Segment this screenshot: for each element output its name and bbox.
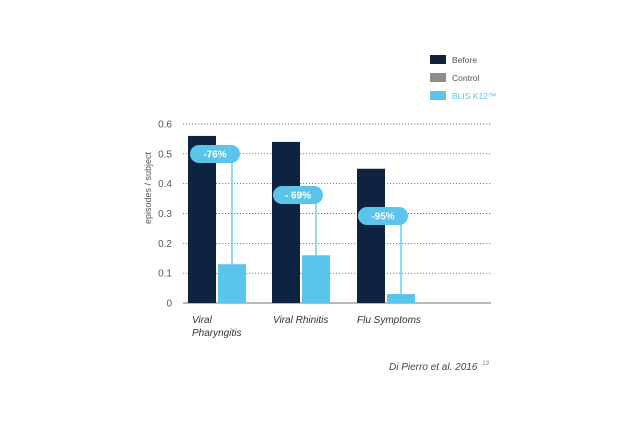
citation-superscript: 13: [482, 361, 489, 367]
y-tick-label: 0.2: [158, 239, 172, 250]
annotation-label: -76%: [203, 150, 226, 161]
bar-blis-k12: [302, 255, 330, 303]
annotation-badge: [358, 207, 408, 225]
legend-swatch: [430, 55, 446, 64]
legend-label: Control: [452, 73, 480, 83]
legend-swatch: [430, 73, 446, 82]
category-label-line: Pharyngitis: [192, 328, 241, 339]
y-tick-labels: 0 0.1 0.2 0.3 0.4 0.5 0.6: [158, 120, 172, 310]
bar-blis-k12: [387, 294, 415, 303]
citation-text: Di Pierro et al. 2016: [389, 362, 478, 373]
bar-before: [272, 141, 300, 303]
y-tick-label: 0.1: [158, 269, 172, 280]
legend-swatch: [430, 91, 446, 100]
legend-label: BLIS K12™: [452, 91, 496, 101]
y-tick-label: 0: [166, 299, 172, 310]
annotation-label: -95%: [371, 212, 394, 223]
annotation-badge: [190, 145, 240, 163]
citation: Di Pierro et al. 2016 13: [389, 361, 490, 373]
y-axis-label: episodes / subject: [143, 151, 153, 224]
category-label: Flu Symptoms: [357, 315, 421, 326]
bar-blis-k12: [218, 264, 246, 303]
bar-before: [357, 168, 385, 303]
category-label: Viral Rhinitis: [273, 315, 328, 326]
bar-before: [188, 135, 216, 303]
legend-label: Before: [452, 55, 477, 65]
bars: [188, 135, 415, 303]
y-tick-label: 0.3: [158, 209, 172, 220]
annotation-badge: [273, 186, 323, 204]
category-labels: Viral Pharyngitis Viral Rhinitis Flu Sympto…: [192, 315, 421, 339]
legend: Before Control BLIS K12™: [430, 55, 496, 101]
category-label-line: Viral Rhinitis: [273, 315, 328, 326]
y-tick-label: 0.4: [158, 179, 172, 190]
category-label-line: Flu Symptoms: [357, 315, 421, 326]
y-tick-label: 0.5: [158, 149, 172, 160]
annotation-label: - 69%: [285, 191, 311, 202]
category-label-line: Viral: [192, 315, 213, 326]
category-label: Viral Pharyngitis: [192, 315, 241, 339]
annotations: -76% - 69% -95%: [190, 145, 408, 295]
y-tick-label: 0.6: [158, 120, 172, 131]
